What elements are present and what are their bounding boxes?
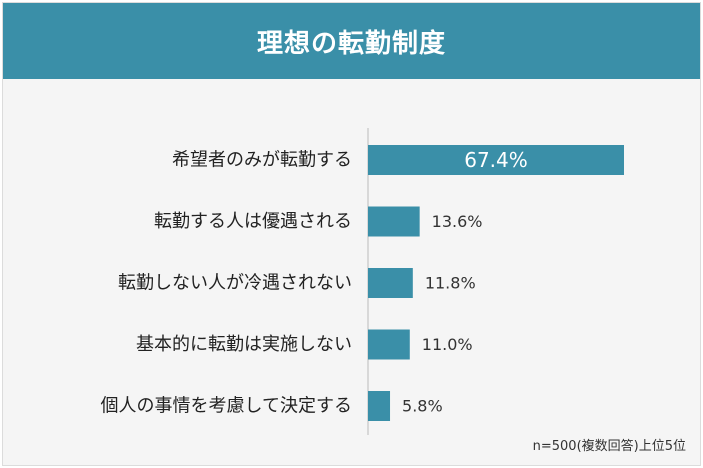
chart-title: 理想の転勤制度 (256, 28, 446, 59)
category-label: 個人の事情を考慮して決定する (101, 396, 352, 417)
bar (368, 329, 410, 360)
chart-header: 理想の転勤制度 (3, 3, 700, 79)
bar (368, 206, 420, 237)
value-label: 67.4% (464, 148, 528, 172)
category-label: 転勤する人は優遇される (154, 211, 352, 232)
value-label: 13.6% (432, 212, 483, 231)
bar (368, 145, 624, 175)
sample-note: n=500(複数回答)上位5位 (532, 439, 686, 454)
bar (368, 268, 413, 298)
bar (368, 391, 391, 421)
category-label: 転勤しない人が冷遇されない (118, 273, 352, 294)
value-label: 11.0% (422, 335, 473, 354)
category-label: 希望者のみが転勤する (172, 150, 352, 171)
value-label: 5.8% (402, 397, 443, 416)
value-label: 11.8% (425, 274, 476, 293)
category-label: 基本的に転勤は実施しない (136, 334, 352, 355)
